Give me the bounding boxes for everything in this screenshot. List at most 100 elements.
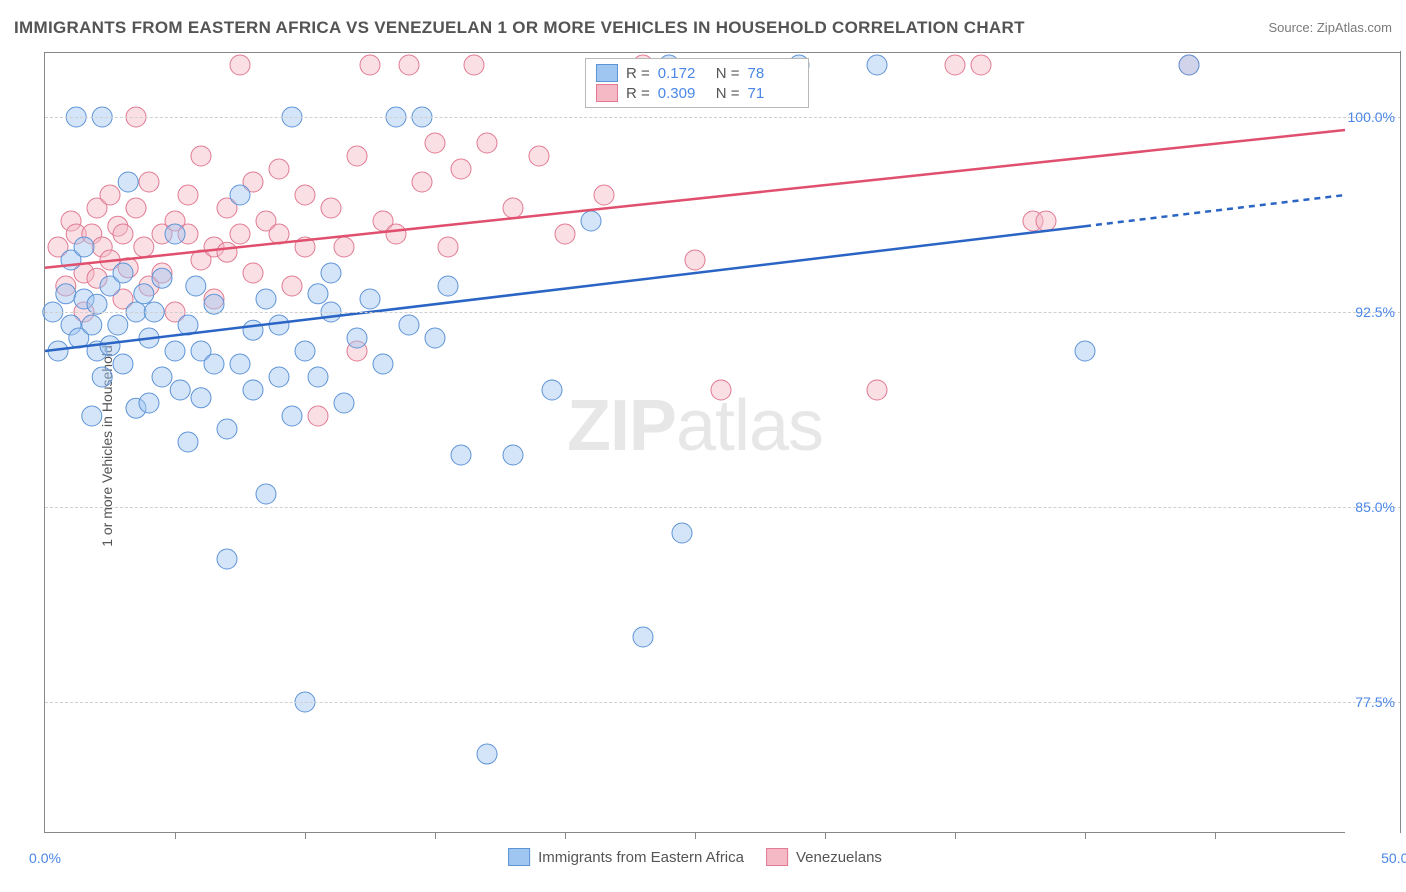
legend-b-label: Venezuelans [796, 849, 882, 866]
data-point [139, 393, 159, 413]
xtick [305, 832, 306, 839]
xtick-label-max: 50.0% [1381, 850, 1406, 866]
data-point [945, 55, 965, 75]
data-point [321, 263, 341, 283]
xtick [825, 832, 826, 839]
data-point [178, 185, 198, 205]
data-point [256, 484, 276, 504]
data-point [633, 627, 653, 647]
data-point [92, 367, 112, 387]
data-point [295, 185, 315, 205]
data-point [56, 284, 76, 304]
xtick [175, 832, 176, 839]
bottom-legend: Immigrants from Eastern Africa Venezuela… [508, 848, 882, 866]
data-point [230, 354, 250, 374]
data-point [186, 276, 206, 296]
data-point [867, 380, 887, 400]
data-point [1036, 211, 1056, 231]
data-point [425, 328, 445, 348]
data-point [191, 146, 211, 166]
data-point [282, 276, 302, 296]
data-point [1075, 341, 1095, 361]
data-point [126, 198, 146, 218]
xtick-label-min: 0.0% [29, 850, 61, 866]
data-point [867, 55, 887, 75]
data-point [139, 172, 159, 192]
data-point [347, 328, 367, 348]
xtick [1215, 832, 1216, 839]
data-point [334, 393, 354, 413]
chart-header: IMMIGRANTS FROM EASTERN AFRICA VS VENEZU… [14, 18, 1392, 42]
data-point [269, 159, 289, 179]
gridline [45, 702, 1401, 703]
data-point [1179, 55, 1199, 75]
n-value-a: 78 [748, 65, 798, 82]
data-point [529, 146, 549, 166]
data-point [108, 315, 128, 335]
data-point [100, 185, 120, 205]
data-point [134, 284, 154, 304]
legend-item-b: Venezuelans [766, 848, 882, 866]
swatch-a-icon [508, 848, 530, 866]
n-value-b: 71 [748, 85, 798, 102]
data-point [503, 198, 523, 218]
data-point [217, 419, 237, 439]
ytick-label: 85.0% [1355, 499, 1395, 515]
data-point [334, 237, 354, 257]
data-point [373, 354, 393, 374]
data-point [217, 549, 237, 569]
data-point [217, 242, 237, 262]
data-point [191, 388, 211, 408]
stats-legend: R = 0.172 N = 78 R = 0.309 N = 71 [585, 58, 809, 108]
xtick [435, 832, 436, 839]
data-point [971, 55, 991, 75]
data-point [503, 445, 523, 465]
data-point [113, 224, 133, 244]
r-label-a: R = [626, 65, 650, 82]
data-point [347, 146, 367, 166]
swatch-b-icon [766, 848, 788, 866]
data-point [308, 367, 328, 387]
data-point [82, 315, 102, 335]
data-point [451, 445, 471, 465]
source-name: ZipAtlas.com [1317, 20, 1392, 35]
data-point [555, 224, 575, 244]
data-point [360, 55, 380, 75]
data-point [165, 341, 185, 361]
data-point [113, 263, 133, 283]
data-point [100, 336, 120, 356]
data-point [464, 55, 484, 75]
source-label: Source: [1268, 20, 1316, 35]
data-point [165, 224, 185, 244]
data-point [269, 367, 289, 387]
data-point [711, 380, 731, 400]
data-point [295, 341, 315, 361]
ytick-label: 100.0% [1348, 109, 1395, 125]
data-point [230, 55, 250, 75]
stats-row-b: R = 0.309 N = 71 [596, 83, 798, 103]
plot-canvas [45, 52, 1345, 832]
data-point [542, 380, 562, 400]
n-label-b: N = [716, 85, 740, 102]
data-point [243, 263, 263, 283]
stats-row-a: R = 0.172 N = 78 [596, 63, 798, 83]
data-point [170, 380, 190, 400]
data-point [204, 354, 224, 374]
r-value-b: 0.309 [658, 85, 708, 102]
data-point [438, 276, 458, 296]
swatch-series-a [596, 64, 618, 82]
chart-title: IMMIGRANTS FROM EASTERN AFRICA VS VENEZU… [14, 18, 1025, 37]
xtick [565, 832, 566, 839]
gridline [45, 507, 1401, 508]
r-label-b: R = [626, 85, 650, 102]
data-point [113, 354, 133, 374]
data-point [178, 432, 198, 452]
data-point [308, 284, 328, 304]
data-point [399, 315, 419, 335]
data-point [256, 289, 276, 309]
trend-line [1085, 195, 1345, 226]
data-point [321, 198, 341, 218]
xtick [695, 832, 696, 839]
data-point [425, 133, 445, 153]
data-point [152, 268, 172, 288]
